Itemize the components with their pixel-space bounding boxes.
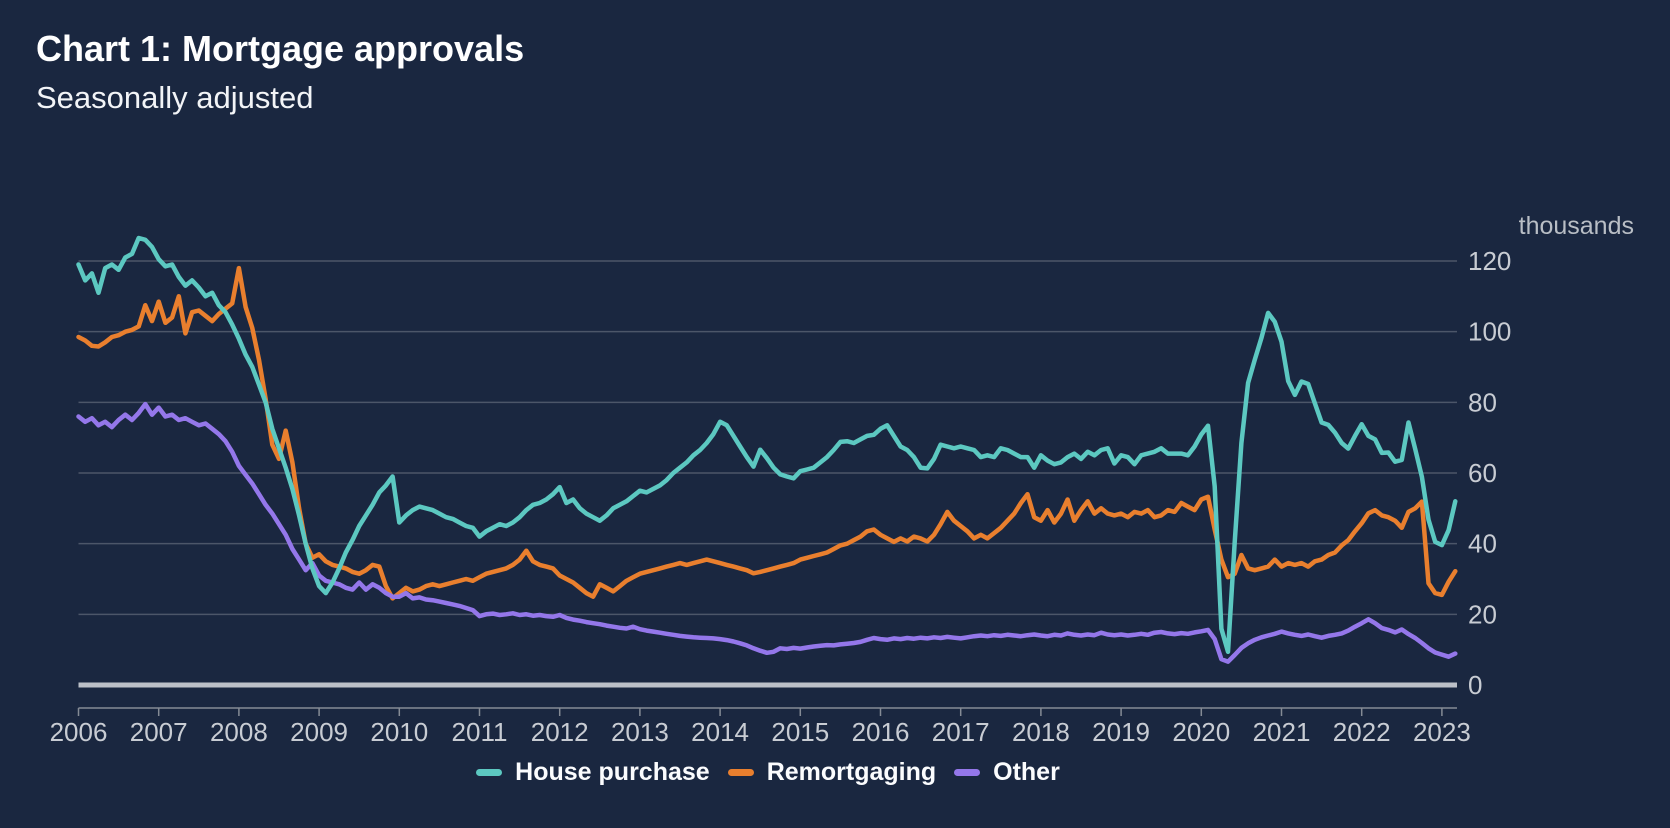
remortgaging-swatch-icon [727,769,754,776]
y-tick-label: 100 [1468,317,1511,347]
series-line-other [76,401,1458,664]
x-tick-label: 2011 [452,717,508,747]
chart-subtitle: Seasonally adjusted [36,80,314,116]
x-tick-label: 2006 [50,717,108,747]
series-line-house-purchase [76,235,1458,655]
legend-label-house-purchase: House purchase [515,758,710,786]
other-swatch-icon [954,769,981,776]
unit-label: thousands [1519,212,1634,240]
y-tick-label: 0 [1468,670,1482,700]
legend-label-remortgaging: Remortgaging [766,758,937,786]
y-tick-label: 80 [1468,387,1497,417]
x-tick-label: 2017 [932,717,990,747]
x-tick-label: 2007 [130,717,188,747]
legend-label-other: Other [993,758,1060,786]
x-tick-label: 2013 [611,717,669,747]
x-tick-label: 2012 [531,717,589,747]
legend: House purchase Remortgaging Other [78,758,1458,787]
series-line-remortgaging [76,265,1458,601]
y-tick-label: 20 [1468,599,1497,629]
y-tick-label: 40 [1468,529,1497,559]
y-tick-label: 60 [1468,458,1497,488]
x-tick-label: 2023 [1413,717,1471,747]
x-tick-label: 2016 [852,717,910,747]
x-tick-label: 2014 [691,717,749,747]
x-tick-label: 2022 [1333,717,1391,747]
x-tick-label: 2008 [210,717,268,747]
x-tick-label: 2010 [370,717,428,747]
y-tick-label: 120 [1468,246,1511,276]
legend-item-remortgaging[interactable]: Remortgaging [727,758,937,787]
house-purchase-swatch-icon [476,769,503,776]
x-tick-label: 2018 [1012,717,1070,747]
x-tick-label: 2009 [290,717,348,747]
chart-header: Chart 1: Mortgage approvals Seasonally a… [36,28,524,116]
x-tick-label: 2021 [1253,717,1311,747]
x-tick-label: 2019 [1092,717,1150,747]
legend-item-house-purchase[interactable]: House purchase [476,758,710,787]
chart-title: Chart 1: Mortgage approvals [36,28,525,69]
legend-item-other[interactable]: Other [954,758,1060,787]
x-tick-label: 2020 [1172,717,1230,747]
x-tick-label: 2015 [771,717,829,747]
